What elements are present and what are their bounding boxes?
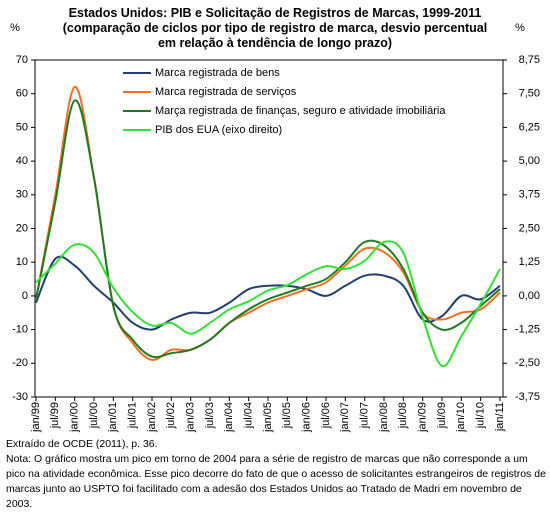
y-tick-label: 60 xyxy=(16,88,28,100)
y2-tick-label: -2,50 xyxy=(515,357,540,369)
y-tick-label: 50 xyxy=(16,121,28,133)
x-tick-label: jul/00 xyxy=(88,402,100,429)
y-tick-label: -30 xyxy=(12,391,28,403)
y2-tick-label: 6,25 xyxy=(519,121,540,133)
x-tick-label: jan/00 xyxy=(69,402,81,433)
y-tick-label: 40 xyxy=(16,155,28,167)
x-tick-label: jul/01 xyxy=(127,402,139,429)
legend-label: Marca registrada de bens xyxy=(155,67,280,79)
y2-tick-label: -3,75 xyxy=(515,391,540,403)
y2-tick-label: 0,00 xyxy=(519,290,540,302)
y-axis-label: % xyxy=(10,22,20,34)
y-tick-label: 10 xyxy=(16,256,28,268)
y2-tick-label: -1,25 xyxy=(515,324,540,336)
x-tick-label: jan/11 xyxy=(494,402,506,432)
y-tick-label: -20 xyxy=(12,357,28,369)
x-tick-label: jul/09 xyxy=(436,402,448,429)
x-tick-label: jan/99 xyxy=(30,402,42,433)
x-tick-label: jan/05 xyxy=(262,402,274,433)
y2-tick-label: 2,50 xyxy=(519,222,540,234)
y-tick-label: 20 xyxy=(16,222,28,234)
note: Nota: O gráfico mostra um pico em torno … xyxy=(6,453,546,510)
x-tick-label: jul/04 xyxy=(243,402,255,429)
y-tick-label: -10 xyxy=(12,324,28,336)
x-tick-label: jul/07 xyxy=(359,402,371,429)
y2-axis-label: % xyxy=(515,22,525,34)
x-tick-label: jan/10 xyxy=(455,402,467,433)
x-tick-label: jul/05 xyxy=(281,402,293,429)
x-tick-label: jul/99 xyxy=(49,402,61,429)
y2-tick-label: 8,75 xyxy=(519,54,540,66)
y2-tick-label: 7,50 xyxy=(519,88,540,100)
y-tick-label: 70 xyxy=(16,54,28,66)
y-tick-label: 0 xyxy=(22,290,28,302)
y-tick-label: 30 xyxy=(16,189,28,201)
y2-tick-label: 5,00 xyxy=(519,155,540,167)
x-tick-label: jan/09 xyxy=(417,402,429,433)
y2-tick-label: 3,75 xyxy=(519,189,540,201)
x-tick-label: jan/03 xyxy=(185,402,197,433)
x-tick-label: jan/02 xyxy=(146,402,158,433)
y2-tick-label: 1,25 xyxy=(519,256,540,268)
legend-label: Marça registrada de finanças, seguro e a… xyxy=(155,105,446,117)
x-tick-label: jan/08 xyxy=(378,402,390,433)
x-tick-label: jan/07 xyxy=(339,402,351,433)
x-tick-label: jul/02 xyxy=(165,402,177,429)
chart-title: Estados Unidos: PIB e Solicitação de Reg… xyxy=(62,6,488,50)
legend-label: PIB dos EUA (eixo direito) xyxy=(155,124,282,136)
source: Extraído de OCDE (2011), p. 36. xyxy=(6,438,158,450)
x-tick-label: jan/01 xyxy=(107,402,119,433)
x-tick-label: jul/08 xyxy=(397,402,409,429)
chart: % % 70 60 50 40 30 20 10 0 -10 -20 -30 8,75 7,50 6,25… xyxy=(10,22,540,433)
series-line xyxy=(35,240,501,368)
x-tick-label: jan/04 xyxy=(223,402,235,433)
x-tick-label: jan/06 xyxy=(301,402,313,433)
legend-label: Marca registrada de serviços xyxy=(155,86,297,98)
x-tick-label: jul/06 xyxy=(320,402,332,429)
x-tick-label: jul/03 xyxy=(204,402,216,429)
notes: Extraído de OCDE (2011), p. 36. Nota: O … xyxy=(6,437,546,512)
x-tick-label: jul/10 xyxy=(475,402,487,429)
